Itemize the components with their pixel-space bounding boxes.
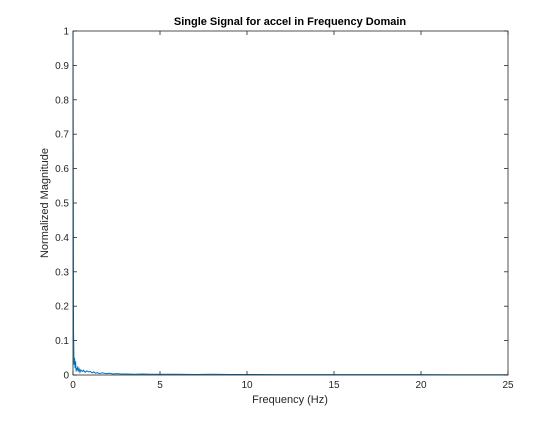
x-tick-label: 0 — [70, 380, 76, 391]
y-tick-label: 0 — [63, 371, 69, 382]
axes-background — [73, 31, 508, 375]
x-tick-label: 15 — [328, 380, 340, 391]
y-tick-label: 0.6 — [55, 164, 69, 175]
x-axis-ticks: 0 5 10 15 20 25 — [70, 31, 514, 391]
x-tick-label: 10 — [241, 380, 253, 391]
y-tick-label: 0.7 — [55, 130, 69, 141]
x-tick-label: 25 — [502, 380, 514, 391]
y-tick-label: 0.5 — [55, 199, 69, 210]
x-axis-label: Frequency (Hz) — [252, 394, 328, 406]
y-axis-ticks: 0 0.1 0.2 0.3 0.4 0.5 0.6 0.7 0.8 0.9 1 — [55, 27, 508, 382]
y-tick-label: 0.3 — [55, 267, 69, 278]
y-tick-label: 1 — [63, 27, 69, 38]
series-layer — [72, 30, 508, 376]
series-line — [72, 30, 508, 376]
y-tick-label: 0.9 — [55, 61, 69, 72]
chart-title: Single Signal for accel in Frequency Dom… — [174, 16, 407, 28]
y-tick-label: 0.4 — [55, 233, 69, 244]
y-tick-label: 0.1 — [55, 336, 69, 347]
x-tick-label: 5 — [157, 380, 163, 391]
x-tick-label: 20 — [415, 380, 427, 391]
y-tick-label: 0.8 — [55, 95, 69, 106]
y-tick-label: 0.2 — [55, 302, 69, 313]
y-axis-label: Normalized Magnitude — [39, 148, 51, 258]
